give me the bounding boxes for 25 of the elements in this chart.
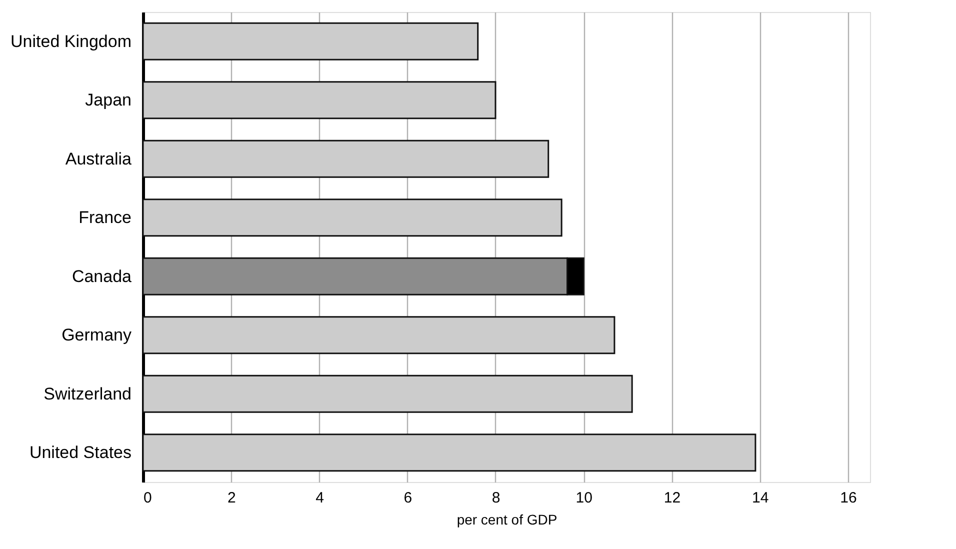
y-tick-label: United Kingdom [10,32,132,51]
bar [142,316,616,354]
x-tick-label: 8 [492,490,500,506]
y-tick-label: Canada [72,266,132,286]
y-tick-label: United States [29,443,132,462]
y-tick-label: Australia [65,149,132,168]
bar [142,140,550,178]
x-tick-label: 16 [840,490,857,506]
x-tick-label: 12 [664,490,681,506]
x-tick-label: 0 [144,490,152,506]
y-tick-label: France [78,208,132,228]
x-tick-label: 14 [752,490,769,506]
y-tick-label: Japan [85,90,132,110]
bar [142,22,479,60]
y-tick-label: Germany [62,326,132,345]
bar [142,434,756,472]
x-tick-label: 2 [227,490,236,506]
y-tick-label: Switzerland [44,384,132,404]
bar [142,81,496,120]
x-axis-title: per cent of GDP [456,512,558,528]
bar [142,198,562,237]
bar [142,374,633,413]
x-tick-label: 10 [576,490,592,506]
x-tick-label: 6 [404,490,412,506]
x-tick-label: 4 [316,490,324,506]
